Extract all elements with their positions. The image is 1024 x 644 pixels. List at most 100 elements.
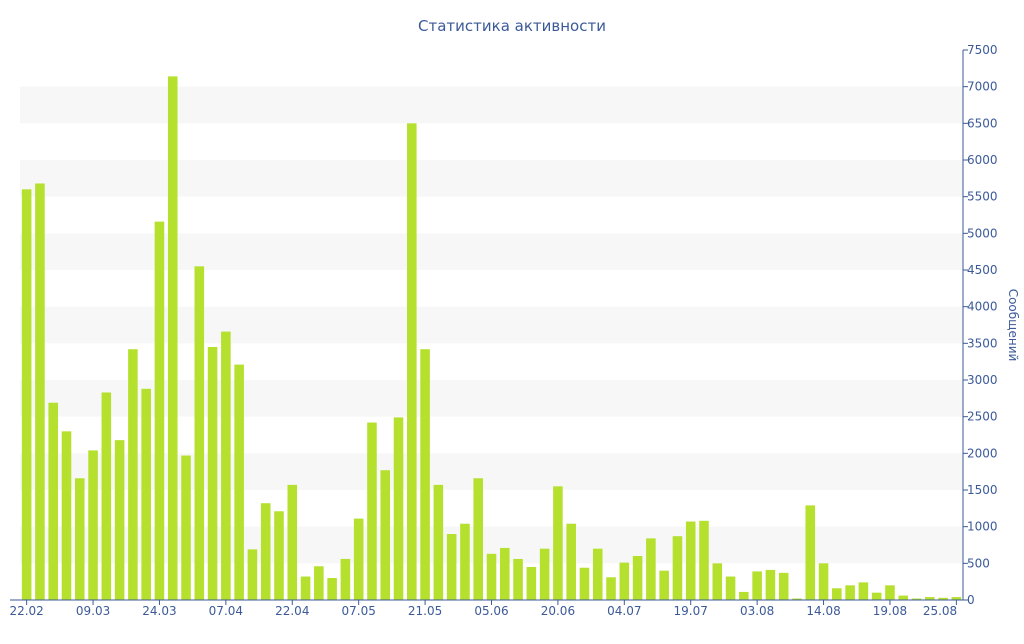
x-tick-label: 14.08 — [806, 604, 840, 618]
bar — [101, 392, 112, 600]
bar — [221, 331, 231, 600]
bar — [260, 503, 271, 600]
y-axis-label: Сообщений — [1006, 289, 1020, 362]
bar — [911, 598, 922, 600]
bar — [287, 484, 298, 600]
bar — [274, 511, 284, 600]
grid-band — [20, 86, 963, 124]
y-tick-label: 3500 — [967, 336, 998, 350]
bar — [500, 547, 510, 600]
x-tick-label: 21.05 — [408, 604, 442, 618]
y-tick-label: 7500 — [967, 43, 998, 57]
bar — [752, 571, 762, 600]
bar — [526, 567, 537, 600]
x-tick-label: 19.07 — [674, 604, 708, 618]
axes: 0 500 1000 1500 2000 2500 3000 3500 4000 4500 5000… — [9, 43, 997, 618]
bar — [898, 595, 909, 600]
bar — [48, 402, 58, 600]
bar — [486, 553, 497, 600]
x-tick-label: 19.08 — [873, 604, 907, 618]
bar — [632, 556, 643, 600]
bar — [712, 563, 723, 600]
bar — [61, 431, 72, 600]
bar — [685, 521, 696, 600]
y-tick-label: 7000 — [967, 80, 998, 94]
bar — [619, 562, 630, 600]
bar — [194, 266, 205, 600]
y-tick-label: 3000 — [967, 373, 998, 387]
y-tick-label: 1500 — [967, 483, 998, 497]
bar — [473, 478, 483, 600]
bar — [433, 484, 444, 600]
bar — [114, 440, 125, 600]
x-tick-label: 24.03 — [142, 604, 176, 618]
y-tick-label: 500 — [967, 556, 990, 570]
y-tick-label: 2000 — [967, 446, 998, 460]
bar — [539, 548, 550, 600]
x-tick-label: 22.04 — [275, 604, 309, 618]
bar — [805, 505, 816, 600]
x-tick-label: 22.02 — [9, 604, 43, 618]
bar — [380, 470, 391, 600]
y-tick-label: 1000 — [967, 520, 998, 534]
bar — [725, 576, 736, 600]
bar — [778, 572, 789, 600]
bar — [340, 558, 351, 600]
x-tick-label: 20.06 — [541, 604, 575, 618]
y-tick-label: 5500 — [967, 190, 998, 204]
y-tick-label: 6000 — [967, 153, 998, 167]
x-tick-label: 05.06 — [474, 604, 508, 618]
bar — [21, 189, 32, 601]
bar — [234, 364, 244, 600]
bar — [606, 577, 616, 600]
bar — [446, 534, 457, 600]
y-tick-label: 5000 — [967, 226, 998, 240]
bar — [513, 558, 523, 600]
bar — [393, 417, 404, 600]
bar — [938, 597, 948, 600]
x-tick-label: 04.07 — [607, 604, 641, 618]
bar — [871, 592, 882, 600]
bar — [925, 597, 935, 600]
bar — [858, 582, 869, 600]
bar — [327, 578, 337, 600]
bar — [659, 570, 669, 600]
y-tick-label: 2500 — [967, 410, 998, 424]
x-tick-label: 09.03 — [76, 604, 110, 618]
bar — [154, 221, 165, 600]
bar — [420, 349, 430, 600]
bar — [128, 349, 138, 600]
bar — [646, 538, 656, 600]
x-tick-label: 03.08 — [740, 604, 774, 618]
chart-title: Статистика активности — [418, 17, 606, 35]
bar — [314, 566, 324, 600]
x-tick-label: 07.04 — [209, 604, 243, 618]
bar — [579, 567, 590, 600]
bar — [74, 478, 85, 600]
bar — [845, 585, 855, 600]
x-tick-label: 07.05 — [342, 604, 376, 618]
bar — [792, 598, 802, 600]
bar — [407, 123, 417, 600]
bar — [765, 569, 776, 600]
bar — [300, 576, 311, 600]
bar-series — [21, 76, 962, 601]
bar — [353, 518, 364, 600]
y-tick-label: 4000 — [967, 300, 998, 314]
bar — [367, 422, 377, 600]
bar — [88, 450, 98, 600]
bar — [885, 585, 895, 600]
grid-band — [20, 160, 963, 197]
y-tick-label: 0 — [967, 593, 975, 607]
bar — [141, 388, 151, 600]
bar — [832, 588, 842, 600]
bar — [818, 563, 829, 600]
bar — [181, 455, 191, 600]
bar — [35, 183, 45, 600]
bar — [167, 76, 178, 600]
y-tick-label: 6500 — [967, 116, 998, 130]
bar — [592, 548, 603, 600]
bar — [553, 486, 563, 600]
